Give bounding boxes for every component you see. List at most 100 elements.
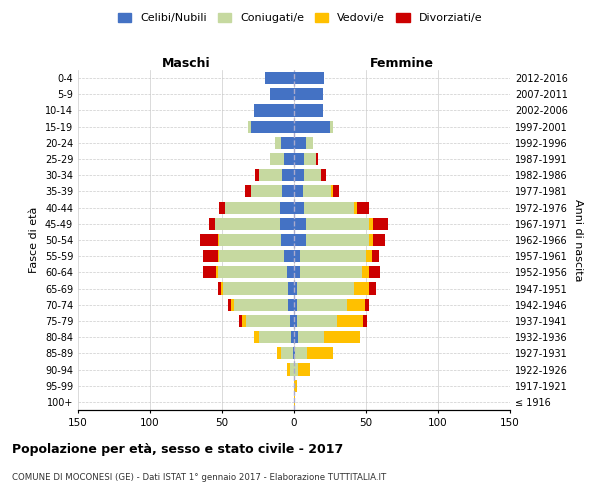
Bar [294,315,297,327]
Bar [247,315,290,327]
Bar [219,250,284,262]
Bar [259,331,291,343]
Bar [304,202,355,213]
Bar [269,153,284,165]
Bar [259,169,283,181]
Bar [294,186,302,198]
Bar [297,315,337,327]
Bar [294,364,298,376]
Bar [362,266,369,278]
Bar [331,186,333,198]
Bar [369,282,376,294]
Bar [305,234,369,246]
Bar [294,169,304,181]
Bar [294,250,300,262]
Bar [369,218,373,230]
Bar [355,282,369,294]
Bar [251,186,283,198]
Bar [269,88,294,101]
Text: COMUNE DI MOCONESI (GE) - Dati ISTAT 1° gennaio 2017 - Elaborazione TUTTITALIA.I: COMUNE DI MOCONESI (GE) - Dati ISTAT 1° … [12,472,386,482]
Bar [280,202,294,213]
Bar [294,137,305,149]
Bar [305,137,313,149]
Bar [209,218,215,230]
Bar [373,218,388,230]
Bar [294,88,323,101]
Bar [333,186,338,198]
Bar [294,396,295,408]
Bar [283,186,294,198]
Bar [330,120,333,132]
Bar [304,169,322,181]
Bar [254,331,259,343]
Bar [294,331,298,343]
Bar [290,315,294,327]
Bar [297,282,355,294]
Bar [358,202,369,213]
Bar [281,348,293,360]
Bar [294,234,305,246]
Bar [265,72,294,84]
Bar [287,364,290,376]
Bar [242,315,247,327]
Bar [294,104,323,117]
Bar [300,266,362,278]
Bar [203,250,218,262]
Bar [294,348,295,360]
Bar [284,153,294,165]
Bar [316,153,319,165]
Bar [228,298,230,311]
Bar [294,266,300,278]
Bar [221,282,223,294]
Bar [281,234,294,246]
Bar [223,282,288,294]
Bar [219,202,225,213]
Bar [337,315,363,327]
Bar [230,298,233,311]
Y-axis label: Anni di nascita: Anni di nascita [573,198,583,281]
Bar [324,331,360,343]
Bar [280,218,294,230]
Bar [248,120,251,132]
Bar [355,202,358,213]
Y-axis label: Fasce di età: Fasce di età [29,207,39,273]
Bar [302,186,331,198]
Bar [294,72,324,84]
Bar [233,298,288,311]
Bar [283,169,294,181]
Bar [369,234,373,246]
Bar [254,104,294,117]
Bar [200,234,218,246]
Legend: Celibi/Nubili, Coniugati/e, Vedovi/e, Divorziati/e: Celibi/Nubili, Coniugati/e, Vedovi/e, Di… [113,8,487,28]
Text: Maschi: Maschi [161,57,211,70]
Bar [347,298,365,311]
Text: Popolazione per età, sesso e stato civile - 2017: Popolazione per età, sesso e stato civil… [12,442,343,456]
Bar [218,266,287,278]
Bar [298,364,310,376]
Bar [251,120,294,132]
Bar [294,218,305,230]
Bar [294,120,330,132]
Bar [294,380,297,392]
Bar [307,348,333,360]
Bar [218,282,221,294]
Bar [293,348,294,360]
Bar [288,282,294,294]
Bar [281,137,294,149]
Text: Femmine: Femmine [370,57,434,70]
Bar [300,250,366,262]
Bar [372,250,379,262]
Bar [363,315,367,327]
Bar [225,202,280,213]
Bar [218,234,219,246]
Bar [373,234,385,246]
Bar [304,153,316,165]
Bar [287,266,294,278]
Bar [216,266,218,278]
Bar [203,266,216,278]
Bar [219,234,281,246]
Bar [295,348,307,360]
Bar [275,137,281,149]
Bar [322,169,326,181]
Bar [369,266,380,278]
